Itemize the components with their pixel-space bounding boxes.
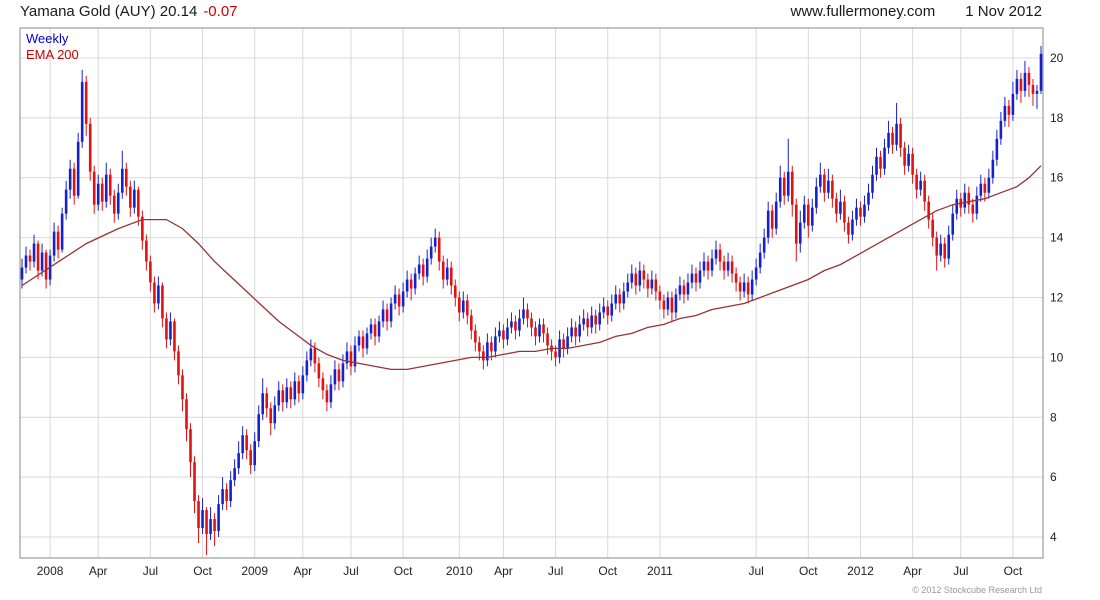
grid-lines: [20, 28, 1043, 558]
svg-text:Jul: Jul: [748, 564, 763, 578]
svg-text:Oct: Oct: [394, 564, 413, 578]
svg-text:2009: 2009: [241, 564, 268, 578]
svg-text:Jul: Jul: [143, 564, 158, 578]
ema-200-line: [21, 165, 1042, 371]
svg-text:2012: 2012: [847, 564, 874, 578]
price-change: -0.07: [203, 3, 238, 20]
svg-text:18: 18: [1050, 111, 1064, 125]
svg-text:16: 16: [1050, 171, 1064, 185]
svg-text:2011: 2011: [647, 564, 673, 578]
svg-text:20: 20: [1050, 51, 1064, 65]
svg-text:12: 12: [1050, 290, 1064, 304]
svg-text:2010: 2010: [446, 564, 473, 578]
svg-text:4: 4: [1050, 530, 1057, 544]
candlesticks: [20, 45, 1043, 556]
svg-text:Oct: Oct: [193, 564, 212, 578]
svg-text:14: 14: [1050, 231, 1064, 245]
svg-text:Oct: Oct: [1004, 564, 1023, 578]
svg-text:Apr: Apr: [89, 564, 108, 578]
svg-text:8: 8: [1050, 410, 1057, 424]
y-axis-labels: 4 6 8 10 12 14 16 18 20: [1050, 51, 1064, 544]
header-left: Yamana Gold (AUY) 20.14 -0.07: [20, 3, 244, 20]
website-label: www.fullermoney.com: [790, 3, 936, 20]
legend-timeframe: Weekly: [26, 31, 69, 46]
chart-legend: Weekly EMA 200: [26, 31, 79, 63]
date-label: 1 Nov 2012: [965, 3, 1042, 20]
svg-text:Apr: Apr: [494, 564, 513, 578]
svg-text:Apr: Apr: [903, 564, 922, 578]
svg-text:Jul: Jul: [548, 564, 563, 578]
svg-text:Jul: Jul: [953, 564, 968, 578]
instrument-title: Yamana Gold (AUY) 20.14: [20, 3, 198, 20]
chart-header: Yamana Gold (AUY) 20.14 -0.07 www.fullerm…: [20, 3, 1042, 20]
svg-text:Oct: Oct: [799, 564, 818, 578]
svg-text:10: 10: [1050, 350, 1064, 364]
svg-text:6: 6: [1050, 470, 1057, 484]
header-right: www.fullermoney.com 1 Nov 2012: [791, 3, 1043, 20]
copyright-label: © 2012 Stockcube Research Ltd: [912, 585, 1042, 595]
legend-ema-200: EMA 200: [26, 47, 79, 62]
plot-border: [19, 27, 1044, 559]
svg-text:Apr: Apr: [293, 564, 312, 578]
svg-text:2008: 2008: [37, 564, 64, 578]
svg-text:Oct: Oct: [598, 564, 617, 578]
x-axis-labels: 2008 Apr Jul Oct 2009 Apr Jul Oct 2010 Apr Jul Oct 2…: [37, 564, 1023, 578]
svg-text:Jul: Jul: [343, 564, 358, 578]
